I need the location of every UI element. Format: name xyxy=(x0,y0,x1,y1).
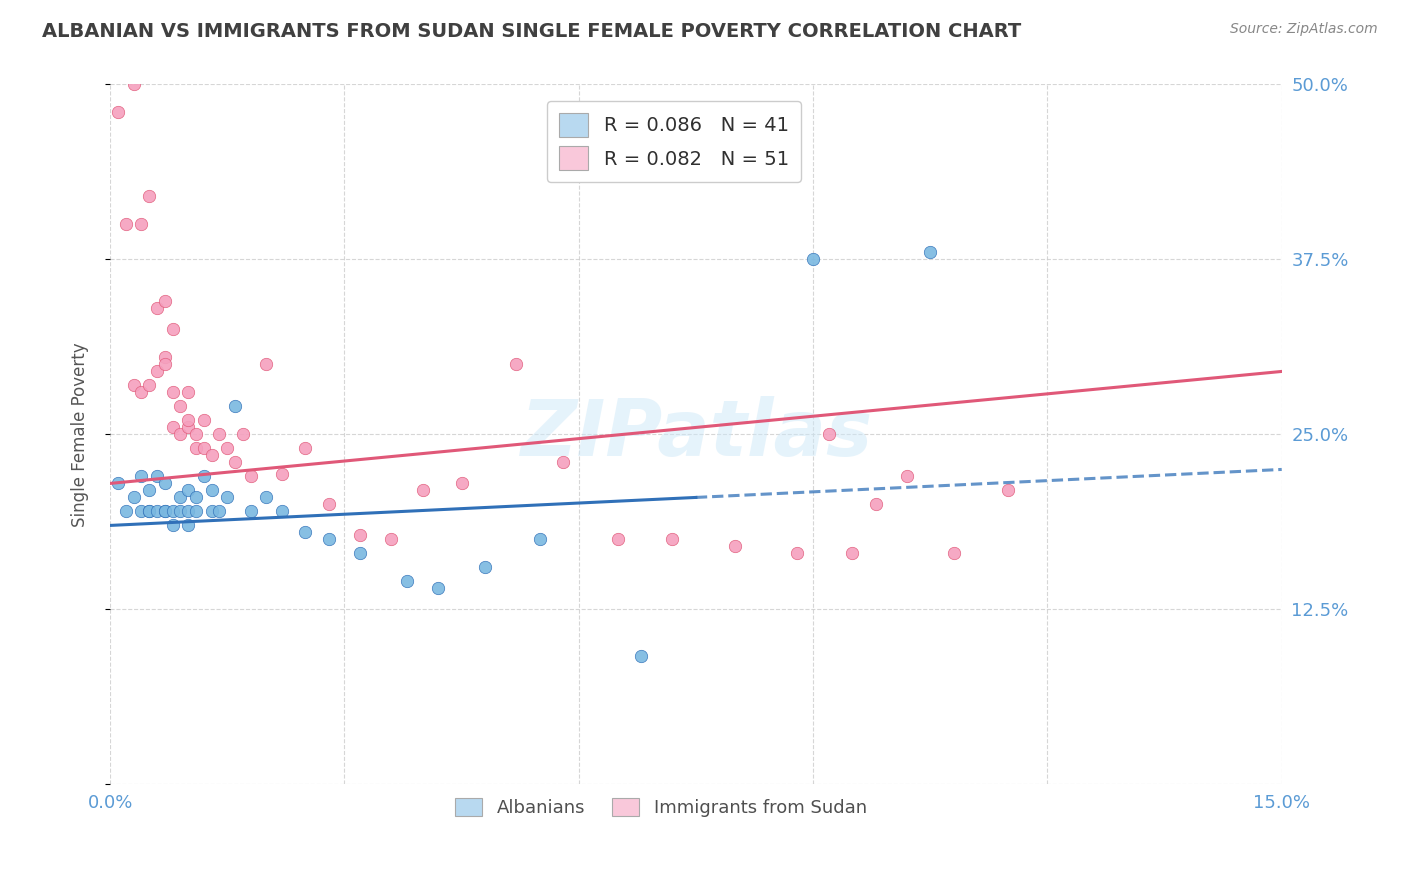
Point xyxy=(239,504,262,518)
Point xyxy=(817,427,839,442)
Point xyxy=(349,528,371,542)
Point xyxy=(138,378,160,392)
Point xyxy=(208,504,231,518)
Point xyxy=(412,483,434,498)
Point xyxy=(786,546,808,560)
Point xyxy=(294,525,316,540)
Point xyxy=(193,469,215,483)
Point xyxy=(122,491,145,505)
Point xyxy=(942,546,965,560)
Point xyxy=(529,533,551,547)
Point xyxy=(224,400,246,414)
Point xyxy=(107,476,129,491)
Point xyxy=(162,322,184,336)
Point xyxy=(146,364,169,378)
Point xyxy=(318,498,340,512)
Point xyxy=(801,252,824,267)
Point xyxy=(201,483,224,498)
Point xyxy=(131,385,153,400)
Point xyxy=(107,105,129,120)
Point xyxy=(146,469,169,483)
Point xyxy=(920,245,942,260)
Point xyxy=(169,504,191,518)
Point xyxy=(114,218,136,232)
Point xyxy=(193,413,215,427)
Point xyxy=(162,385,184,400)
Point xyxy=(553,455,575,469)
Point xyxy=(224,455,246,469)
Point xyxy=(427,582,450,596)
Point xyxy=(208,427,231,442)
Point xyxy=(630,648,652,663)
Point xyxy=(162,518,184,533)
Point xyxy=(184,442,207,456)
Text: ALBANIAN VS IMMIGRANTS FROM SUDAN SINGLE FEMALE POVERTY CORRELATION CHART: ALBANIAN VS IMMIGRANTS FROM SUDAN SINGLE… xyxy=(42,22,1021,41)
Point xyxy=(201,504,224,518)
Point xyxy=(349,546,371,560)
Point xyxy=(138,504,160,518)
Point xyxy=(138,189,160,203)
Point xyxy=(114,504,136,518)
Point xyxy=(131,504,153,518)
Point xyxy=(153,476,176,491)
Point xyxy=(169,491,191,505)
Legend: Albanians, Immigrants from Sudan: Albanians, Immigrants from Sudan xyxy=(447,790,875,824)
Point xyxy=(153,351,176,365)
Point xyxy=(395,574,418,589)
Point xyxy=(201,449,224,463)
Point xyxy=(724,540,747,554)
Point xyxy=(841,546,863,560)
Point xyxy=(184,504,207,518)
Point xyxy=(271,504,294,518)
Point xyxy=(661,533,683,547)
Y-axis label: Single Female Poverty: Single Female Poverty xyxy=(72,343,89,527)
Point xyxy=(380,533,402,547)
Point xyxy=(239,469,262,483)
Point xyxy=(474,560,496,574)
Point xyxy=(153,504,176,518)
Point xyxy=(184,427,207,442)
Point xyxy=(606,533,628,547)
Point xyxy=(450,476,472,491)
Point xyxy=(153,358,176,372)
Point xyxy=(896,469,918,483)
Point xyxy=(997,483,1019,498)
Point xyxy=(217,491,239,505)
Point xyxy=(254,491,277,505)
Point xyxy=(146,301,169,316)
Point xyxy=(177,518,200,533)
Point xyxy=(131,469,153,483)
Point xyxy=(184,491,207,505)
Point xyxy=(177,385,200,400)
Point xyxy=(177,420,200,434)
Point xyxy=(254,358,277,372)
Point xyxy=(271,467,294,481)
Point xyxy=(146,504,169,518)
Point xyxy=(153,504,176,518)
Point xyxy=(162,504,184,518)
Point xyxy=(865,498,887,512)
Point xyxy=(193,442,215,456)
Point xyxy=(217,442,239,456)
Point xyxy=(122,78,145,92)
Point xyxy=(122,378,145,392)
Text: ZIPatlas: ZIPatlas xyxy=(520,396,872,473)
Point xyxy=(153,294,176,309)
Point xyxy=(318,533,340,547)
Point xyxy=(138,504,160,518)
Point xyxy=(131,218,153,232)
Text: Source: ZipAtlas.com: Source: ZipAtlas.com xyxy=(1230,22,1378,37)
Point xyxy=(169,400,191,414)
Point xyxy=(505,358,527,372)
Point xyxy=(294,442,316,456)
Point xyxy=(177,504,200,518)
Point xyxy=(162,420,184,434)
Point xyxy=(177,483,200,498)
Point xyxy=(169,427,191,442)
Point xyxy=(177,413,200,427)
Point xyxy=(138,483,160,498)
Point xyxy=(232,427,254,442)
